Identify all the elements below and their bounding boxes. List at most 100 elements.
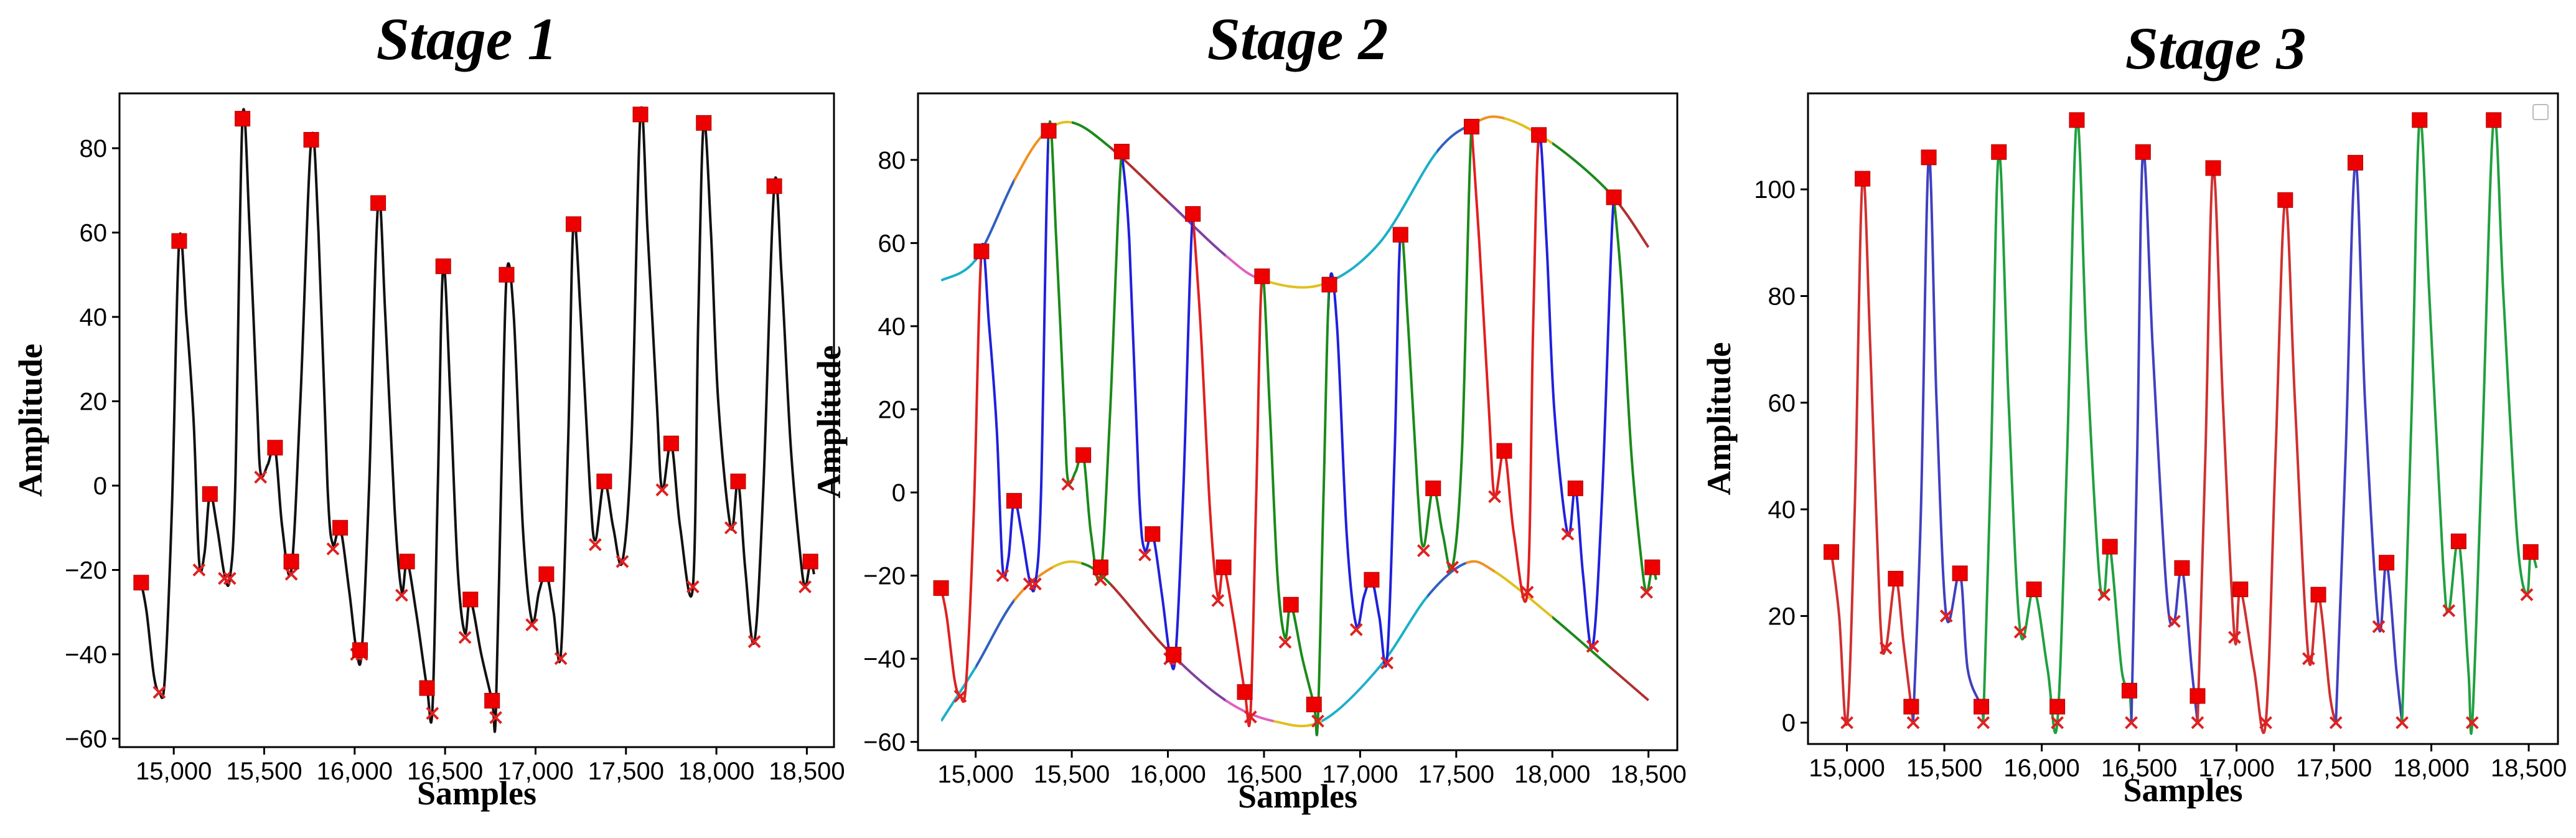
peak-marker <box>1113 143 1130 159</box>
lower-envelope-segment <box>1225 699 1275 723</box>
peak-marker <box>352 642 368 658</box>
trough-marker <box>2013 625 2027 639</box>
peak-marker <box>1531 127 1547 143</box>
trough-marker <box>686 580 700 593</box>
trough-marker <box>1061 478 1075 491</box>
peak-marker <box>2450 534 2466 550</box>
peak-marker <box>933 580 949 596</box>
signal-segment <box>1471 126 1540 603</box>
peak-marker <box>399 553 415 570</box>
x-tick-label: 18,500 <box>1610 761 1686 788</box>
signal-segment <box>1982 117 2133 735</box>
peak-marker <box>419 680 435 696</box>
signal-segment <box>2196 166 2338 735</box>
plot-area <box>133 106 818 733</box>
peak-marker <box>1075 447 1092 463</box>
peak-marker <box>1237 684 1253 700</box>
x-tick-label: 15,500 <box>1034 761 1110 788</box>
y-tick-label: 0 <box>1782 710 1796 737</box>
signal-segment <box>1830 174 1914 726</box>
x-tick-label: 18,000 <box>2393 755 2469 782</box>
y-tick-label: 20 <box>80 388 108 416</box>
x-tick-label: 16,000 <box>1130 761 1206 788</box>
x-tick-label: 17,500 <box>1418 761 1494 788</box>
trough-marker <box>2465 716 2479 730</box>
chart-title: Stage 3 <box>2125 15 2307 82</box>
trough-marker <box>996 569 1009 582</box>
peak-marker <box>2232 581 2249 598</box>
lower-envelope-segment <box>1609 665 1649 702</box>
lower-envelope-segment <box>1552 615 1611 670</box>
trough-marker <box>1028 577 1042 591</box>
signal-segment <box>1262 273 1330 737</box>
peak-marker <box>1464 118 1480 134</box>
trough-marker <box>1488 490 1501 504</box>
peak-marker <box>2121 682 2137 699</box>
trough-marker <box>223 572 237 585</box>
signal-segment <box>2335 161 2404 723</box>
signal-segment <box>1192 214 1263 727</box>
lower-envelope-segment <box>1494 570 1553 619</box>
trough-marker <box>1640 585 1653 599</box>
upper-envelope-segment <box>1225 253 1265 282</box>
peak-marker <box>171 233 187 249</box>
y-tick-label: 20 <box>1768 603 1796 630</box>
trough-marker <box>525 618 539 631</box>
lower-envelope-segment <box>1110 582 1169 653</box>
x-tick-label: 18,000 <box>678 758 754 785</box>
trough-marker <box>458 631 472 644</box>
peak-marker <box>1824 544 1840 560</box>
chart-panel-stage-1: Stage 1 Samples Amplitude 15,000 15,500 16,00… <box>12 6 845 812</box>
trough-marker <box>1380 656 1394 670</box>
upper-envelope-segment <box>1110 146 1169 204</box>
peak-marker <box>1006 492 1022 509</box>
trough-marker <box>1561 527 1575 541</box>
trough-marker <box>1311 714 1324 728</box>
x-tick-label: 16,500 <box>2101 755 2177 782</box>
peak-marker <box>1215 559 1232 575</box>
peak-marker <box>2522 544 2539 560</box>
upper-envelope-segment <box>1436 121 1476 154</box>
x-tick-label: 16,500 <box>1226 761 1302 788</box>
x-tick-label: 15,500 <box>226 758 302 785</box>
peak-marker <box>2026 581 2042 598</box>
trough-marker <box>152 685 166 699</box>
x-tick-label: 17,500 <box>2296 755 2372 782</box>
upper-envelope-segment <box>1379 149 1438 245</box>
peak-marker <box>1496 443 1512 459</box>
trough-marker <box>953 689 967 703</box>
trough-marker <box>616 555 629 568</box>
x-tick-label: 17,500 <box>588 758 664 785</box>
y-tick-label: −60 <box>65 725 107 753</box>
signal-segment <box>981 121 1050 593</box>
lower-envelope-segment <box>1052 560 1082 569</box>
trough-marker <box>2520 588 2534 601</box>
upper-envelope-segment <box>1609 191 1649 248</box>
upper-envelope-segment <box>1042 120 1073 137</box>
x-axis-label: Samples <box>417 774 536 812</box>
signal-segment <box>1912 154 1985 723</box>
peak-marker <box>1921 149 1937 166</box>
x-tick-label: 16,500 <box>407 758 483 785</box>
plot-area <box>933 115 1660 737</box>
trough-marker <box>2302 652 2315 666</box>
y-tick-label: 100 <box>1754 176 1796 204</box>
chart-panel-stage-2: Stage 2 Samples Amplitude 15,000 15,500 16,00… <box>810 6 1687 815</box>
trough-marker <box>254 471 268 484</box>
peak-marker <box>2310 586 2326 603</box>
trough-marker <box>395 588 408 602</box>
x-tick-label: 18,500 <box>2491 755 2567 782</box>
y-axis-label: Amplitude <box>12 344 49 497</box>
trough-marker <box>1278 635 1292 649</box>
y-tick-label: 60 <box>80 220 108 247</box>
peak-marker <box>565 216 581 232</box>
peak-marker <box>499 266 515 283</box>
peak-marker <box>1606 189 1622 205</box>
x-tick-label: 18,500 <box>769 758 845 785</box>
peak-marker <box>2379 555 2395 571</box>
peak-marker <box>2277 192 2293 208</box>
signal-segment <box>1049 120 1123 583</box>
trough-marker <box>326 542 340 556</box>
trough-marker <box>2168 614 2181 628</box>
